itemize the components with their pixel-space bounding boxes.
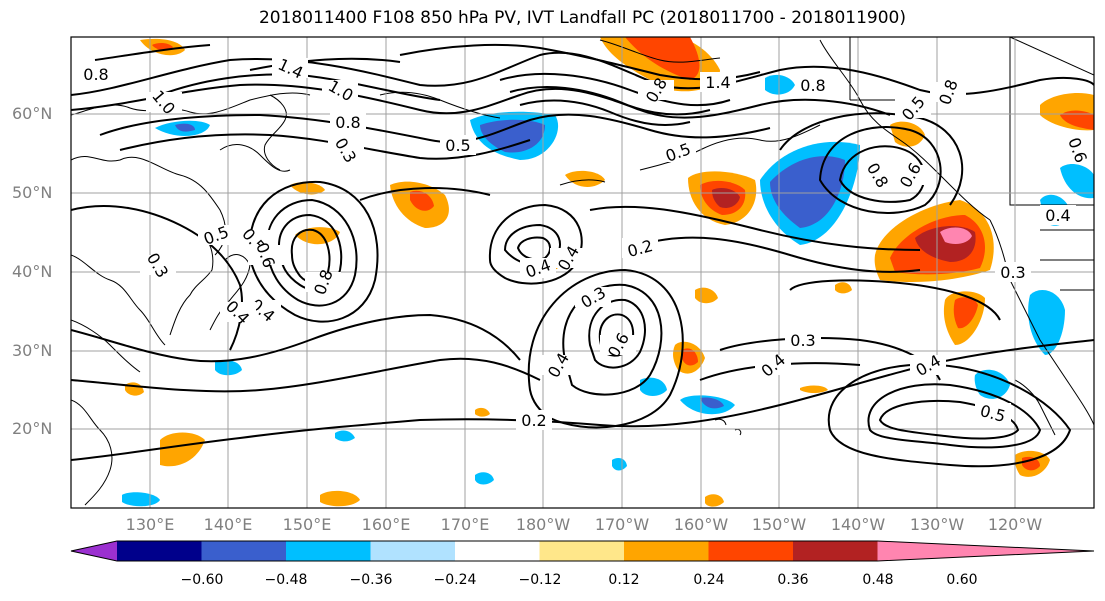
lat-label: 40°N [12,262,53,281]
lon-label: 170°W [594,515,650,534]
lon-label: 140°E [203,515,253,534]
contour-label: 0.5 [445,136,470,155]
contour-label: 0.8 [800,76,825,95]
contour-label: 0.8 [335,113,360,132]
contour-label: 0.3 [1000,263,1025,282]
lon-label: 150°W [751,515,807,534]
colorbar-tick-label: 0.24 [693,572,725,588]
lon-label: 160°E [361,515,411,534]
contour-label: 0.2 [521,411,546,430]
colorbar-tick-label: −0.12 [518,572,562,588]
map-frame [70,36,1095,509]
contour-label: 1.4 [705,73,730,92]
contour-label: 0.3 [790,331,815,350]
contour-label: 0.8 [83,65,108,84]
lat-label: 20°N [12,419,53,438]
lat-label: 50°N [12,183,53,202]
shaded-anomalies [122,37,1094,507]
colorbar-tick-label: 0.60 [946,572,978,588]
lat-label: 30°N [12,341,53,360]
lon-label: 120°W [987,515,1043,534]
colorbar-tick-label: −0.60 [180,572,224,588]
lon-label: 170°E [440,515,490,534]
colorbar-tick-label: 0.48 [862,572,894,588]
lon-label: 150°E [282,515,332,534]
contour-label: 0.4 [1045,206,1070,225]
map-title: 2018011400 F108 850 hPa PV, IVT Landfall… [258,8,906,28]
colorbar-tick-label: −0.36 [349,572,393,588]
lon-label: 130°E [125,515,175,534]
colorbar-tick-label: 0.36 [777,572,809,588]
colorbar-tick-label: −0.48 [264,572,308,588]
colorbar-tick-label: −0.24 [433,572,477,588]
colorbar-tick-label: 0.12 [608,572,640,588]
lat-label: 60°N [12,104,53,123]
lon-label: 140°W [830,515,886,534]
lon-label: 130°W [909,515,965,534]
lon-label: 180°W [515,515,571,534]
lon-label: 160°W [673,515,729,534]
